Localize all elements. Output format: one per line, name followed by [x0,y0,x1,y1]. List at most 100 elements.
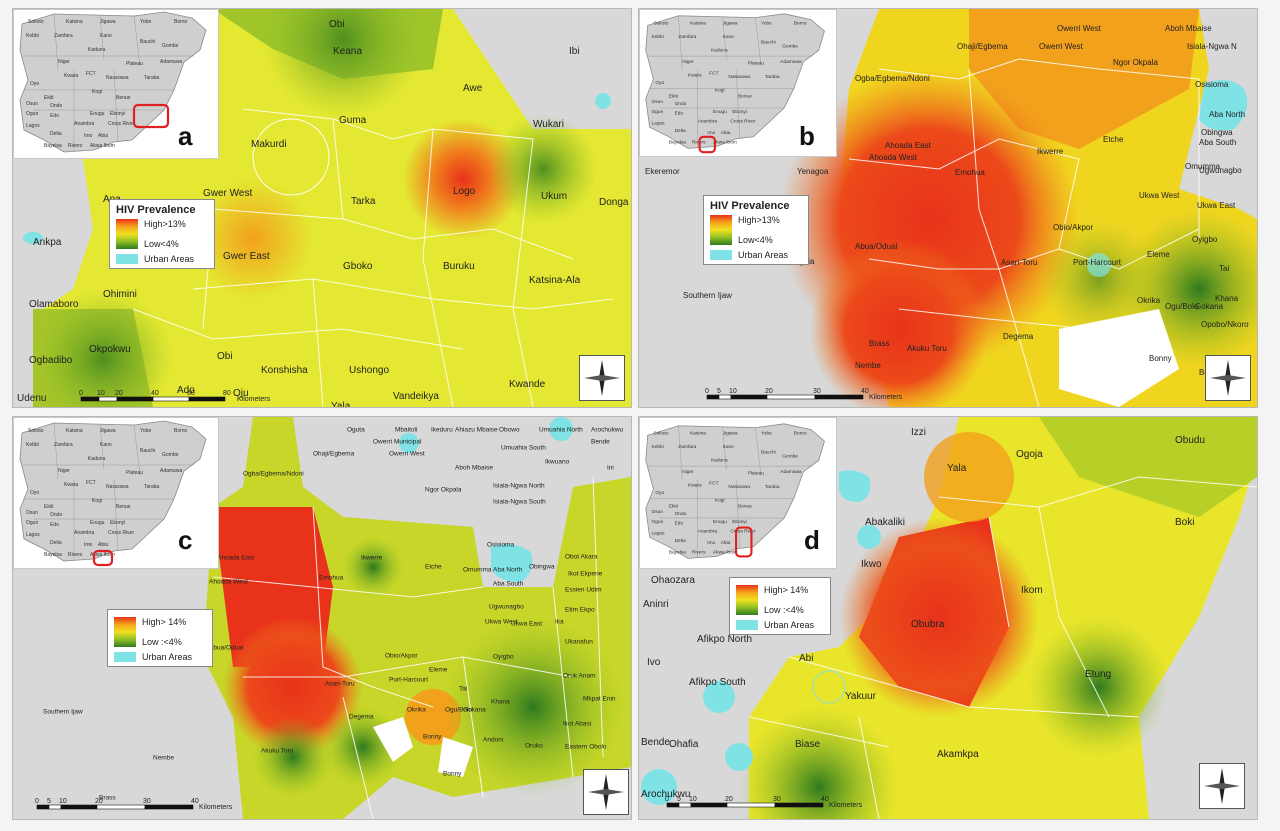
inset-state-label: Kogi [715,498,725,504]
inset-state-label: Kebbi [26,33,39,39]
north-arrow-icon [1205,355,1251,401]
map-legend: HIV Prevalence High>13% Low<4% Urban Area… [109,199,215,269]
inset-state-label: Lagos [26,123,40,129]
inset-state-label: Cross River [730,118,755,124]
prevalence-map-a: ObiKeanaAweIbiWukariGumaMakurdiApaGwer W… [13,9,631,407]
district-labels: Oguta Mbaitoli Ikeduru Ahiazu Mbaise Obowo Um… [15,427,624,802]
district-label: Obingwa [529,564,555,571]
inset-state-label: Lagos [26,532,40,538]
inset-state-label: Edo [675,521,684,527]
inset-state-label: Delta [50,131,62,137]
district-label: Aninri [643,599,669,610]
district-label: Ogoja [1016,449,1043,460]
inset-state-label: Plateau [748,471,765,477]
district-label: Yala [947,463,967,474]
district-label: Akuku Toru [907,344,947,353]
scale-tick: 0 [665,796,669,803]
map-panel-c: Oguta Mbaitoli Ikeduru Ahiazu Mbaise Obowo Um… [12,416,632,820]
district-label: Ogba/Egbema/Ndoni [855,74,930,83]
inset-state-label: Adamawa [780,59,802,65]
north-arrow-icon [579,355,625,401]
scale-tick: 40 [191,798,199,805]
legend-ramp [736,585,758,615]
inset-state-label: Gombe [162,43,179,49]
legend-title: HIV Prevalence [710,200,790,212]
district-label: Mkpat Enin [583,696,616,703]
inset-state-label: Benue [116,504,131,510]
district-label: Ini [607,465,614,472]
urban-swatch [114,652,136,662]
inset-state-label: Edo [675,111,684,117]
district-label: Ngor Okpala [425,487,462,494]
district-label: Gokana [1195,302,1224,311]
district-labels: IzziOgojaObuduYalaAbakalikiBokiOnichaIkw… [641,427,1205,800]
study-area-highlight [92,549,114,567]
inset-state-label: Kogi [715,88,725,94]
district-label: Ogba/Egbema/Ndoni [243,471,304,478]
scale-tick: 40 [861,388,869,395]
district-label: Bonny [1149,354,1172,363]
inset-state-label: Abia [721,540,731,546]
inset-state-label: Bauchi [761,40,776,46]
inset-state-label: Taraba [144,484,160,490]
scale-tick: 30 [813,388,821,395]
map-legend: High> 14% Low :<4% Urban Areas [729,577,831,635]
inset-state-label: Rivers [68,552,83,558]
inset-state-label: Katsina [66,19,83,25]
panel-letter: b [799,121,815,151]
inset-state-label: Osun [652,99,664,105]
inset-state-label: Niger [58,59,70,65]
district-label: Ogu/Bolo [445,707,472,714]
district-label: Ogbadibo [29,355,73,366]
inset-state-label: Kaduna [711,457,728,463]
inset-state-label: Bayelsa [669,550,686,556]
inset-state-label: Akwa Ibom [90,552,115,558]
inset-state-label: Taraba [765,484,780,490]
district-label: Katsina-Ala [529,275,581,286]
district-label: Wukari [533,119,564,130]
inset-state-label: Anambra [74,530,95,536]
urban-swatch [116,254,138,264]
district-label: Obubra [911,619,945,630]
inset-state-label: Ebonyi [732,519,747,525]
map-panel-a: ObiKeanaAweIbiWukariGumaMakurdiApaGwer W… [12,8,632,408]
scale-tick: 40 [821,796,829,803]
scale-unit: Kilometers [237,396,271,403]
inset-state-label: Ekiti [669,503,678,509]
legend-low: Low<4% [738,235,773,245]
panel-letter: a [178,121,193,151]
district-label: Nembe [855,361,881,370]
scale-tick: 10 [97,390,105,397]
scale-tick: 80 [223,390,231,397]
inset-state-label: Ekiti [44,504,53,510]
inset-state-label: Oyo [655,80,664,86]
district-label: Oju [233,388,249,399]
scale-tick: 5 [677,796,681,803]
urban-swatch [710,250,732,260]
inset-state-label: Osun [652,509,664,515]
district-label: Ikeduru [431,427,453,434]
inset-state-label: Ogun [652,109,664,115]
inset-state-label: Taraba [144,75,160,81]
inset-state-label: Ondo [675,101,687,107]
legend-ramp [114,617,136,647]
legend-title: HIV Prevalence [116,204,196,216]
legend-high: High>13% [144,219,186,229]
district-label: Ahiazu Mbaise [455,427,498,434]
district-label: Arochukwu [591,427,624,434]
inset-state-label: Gombe [162,452,179,458]
inset-state-label: Kano [723,34,735,40]
district-label: Izzi [911,427,926,438]
district-labels: ObiKeanaAweIbiWukariGumaMakurdiApaGwer W… [17,19,629,407]
district-label: Yakuur [845,691,877,702]
inset-state-label: Sokoto [28,428,44,434]
scale-tick: 5 [717,388,721,395]
inset-state-label: Nasarawa [106,484,129,490]
map-legend: HIV Prevalence High>13% Low<4% Urban Area… [703,195,809,265]
district-label: Vandeikya [393,391,439,402]
district-label: Abua/Odual [855,242,897,251]
district-label: Ohafia [669,739,699,750]
inset-state-label: Osun [26,101,38,107]
north-arrow-icon [583,769,629,815]
